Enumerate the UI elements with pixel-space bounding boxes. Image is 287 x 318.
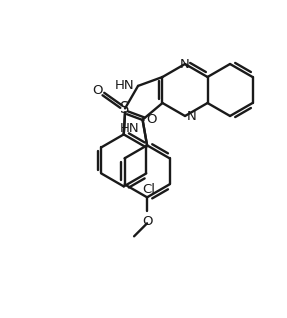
Text: O: O (142, 215, 152, 228)
Text: Cl: Cl (142, 183, 155, 197)
Text: N: N (187, 109, 197, 122)
Text: N: N (180, 58, 190, 71)
Text: S: S (120, 101, 130, 116)
Text: HN: HN (120, 122, 139, 135)
Text: HN: HN (115, 80, 134, 93)
Text: O: O (146, 113, 157, 126)
Text: O: O (92, 84, 102, 97)
